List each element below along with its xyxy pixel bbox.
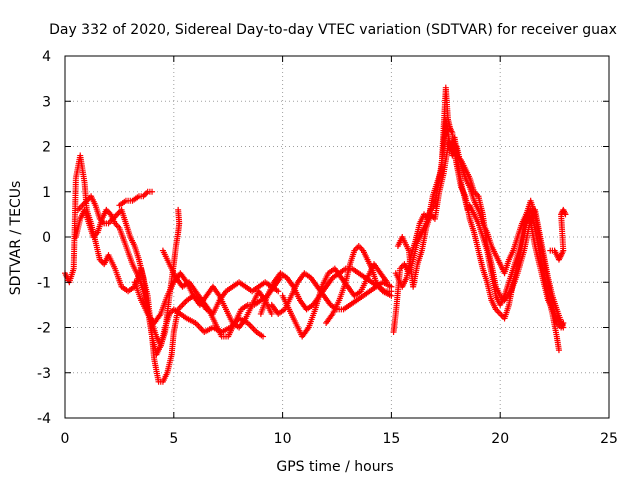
series-t14 [444,138,567,331]
data-point-marker [560,324,567,331]
y-tick-label: 0 [42,230,51,246]
data-point-marker [175,206,182,213]
data-point-marker [388,292,395,299]
data-points [62,84,569,385]
data-point-marker [275,288,282,295]
y-tick-label: 1 [42,185,51,201]
chart-title: Day 332 of 2020, Sidereal Day-to-day VTE… [49,22,617,38]
y-tick-label: 3 [42,94,51,110]
data-point-marker [260,333,267,340]
y-tick-label: -2 [37,321,51,337]
series-t12 [392,84,562,354]
grid-lines [65,56,609,418]
data-point-marker [268,310,275,317]
y-tick-label: -4 [37,411,51,427]
y-tick-label: -1 [37,275,51,291]
data-point-marker [149,188,156,195]
x-tick-label: 25 [600,431,618,447]
series-t10 [323,243,395,326]
x-tick-label: 5 [169,431,178,447]
y-axis-label: SDTVAR / TECUs [8,181,24,296]
series-t15 [547,206,569,263]
series-t4 [116,188,156,209]
data-point-marker [562,211,569,218]
x-tick-label: 10 [274,431,292,447]
y-tick-label: 2 [42,140,51,156]
y-tick-label: -3 [37,366,51,382]
x-tick-label: 0 [61,431,70,447]
x-tick-label: 15 [382,431,400,447]
data-point-marker [384,279,391,286]
data-point-marker [388,283,395,290]
series-t6 [159,247,284,340]
x-axis-label: GPS time / hours [276,459,393,475]
data-point-marker [555,347,562,354]
y-tick-label: 4 [42,49,51,65]
series-t13 [394,138,565,326]
x-tick-label: 20 [491,431,509,447]
axis-ticks: 0 5 10 15 20 25 -4 -3 -2 -1 0 1 2 3 4 [37,49,618,447]
